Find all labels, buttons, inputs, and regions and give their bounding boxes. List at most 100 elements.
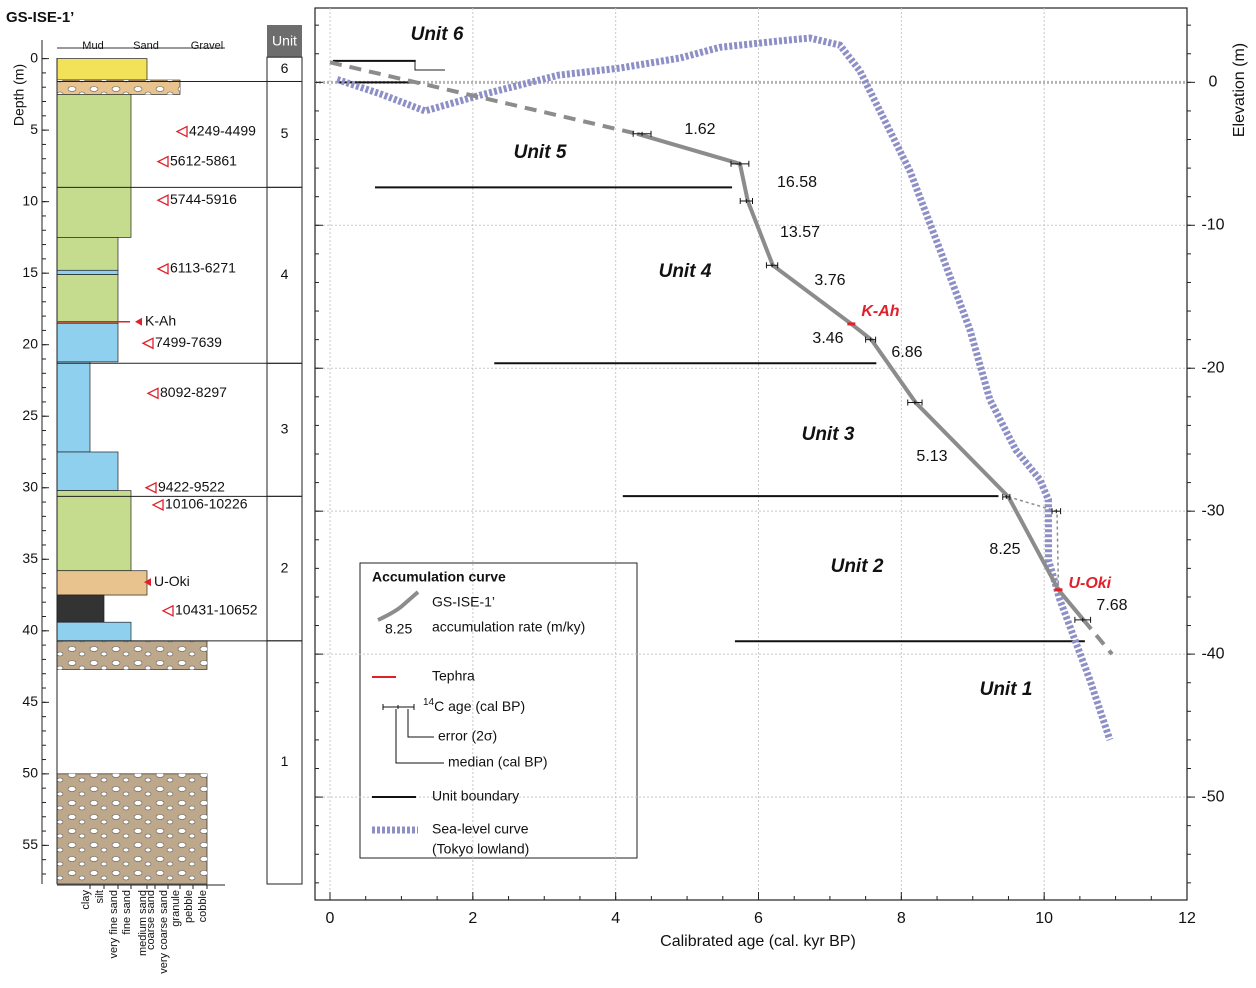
tephra-label: U-Oki — [1068, 575, 1111, 592]
unit-header: Unit — [272, 33, 297, 49]
lithology-layer — [56, 237, 119, 271]
unit-number: 3 — [281, 421, 289, 437]
grain-class-label: silt — [94, 890, 106, 903]
legend-title: Accumulation curve — [372, 569, 506, 585]
grain-class-label: fine sand — [121, 890, 133, 935]
rate-label: 1.62 — [684, 121, 715, 138]
grain-header: Sand — [133, 40, 159, 52]
legend-swatch — [377, 590, 420, 622]
sample-marker — [156, 155, 169, 168]
sample-marker — [156, 194, 169, 207]
legend-sample-rate: 8.25 — [385, 621, 412, 637]
c14-errorbar — [632, 130, 652, 137]
sample-label: 7499-7639 — [155, 334, 222, 350]
lithology-layer — [56, 594, 105, 623]
unit-number: 5 — [281, 125, 289, 141]
unit-label: Unit 1 — [980, 679, 1033, 700]
y-tick-label: -20 — [1201, 359, 1224, 376]
y-tick-label: -50 — [1201, 788, 1224, 805]
legend-label: GS-ISE-1’ — [432, 594, 495, 610]
unit-number: 2 — [281, 559, 289, 575]
c14-errorbar — [1051, 508, 1062, 515]
c14-errorbar — [739, 197, 753, 204]
unit-label: Unit 5 — [514, 142, 567, 163]
unit-label: Unit 6 — [411, 24, 464, 45]
legend-swatch — [382, 704, 444, 764]
tephra-marker — [144, 578, 151, 587]
sample-label: 10431-10652 — [175, 601, 258, 617]
log-tick-label: 20 — [22, 335, 38, 351]
log-y-label: Depth (m) — [11, 64, 27, 126]
lithology-layer — [56, 94, 132, 238]
c14-errorbar — [1074, 616, 1092, 623]
tephra-marker — [135, 317, 142, 326]
lithology-texture — [57, 773, 207, 884]
sample-marker — [146, 387, 159, 400]
x-tick-label: 12 — [1178, 910, 1196, 927]
sample-marker — [156, 262, 169, 275]
legend-label: accumulation rate (m/ky) — [432, 619, 585, 635]
rate-label: 13.57 — [780, 224, 820, 241]
sample-label: 5612-5861 — [170, 152, 237, 168]
log-title: GS-ISE-1’ — [6, 9, 74, 26]
rate-label: 5.13 — [916, 448, 947, 465]
rate-label: 16.58 — [777, 174, 817, 191]
grain-class-label: medium sand — [137, 890, 149, 956]
unit-number: 1 — [281, 753, 289, 769]
legend-label: Tephra — [432, 668, 475, 684]
accumulation-curve-dashed — [1081, 618, 1114, 656]
x-tick-label: 6 — [754, 910, 763, 927]
unit-number: 6 — [281, 60, 289, 76]
c14-errorbar — [1002, 493, 1011, 500]
y-tick-label: 0 — [1209, 74, 1218, 91]
y-tick-label: -30 — [1201, 502, 1224, 519]
lithology-layer — [56, 451, 119, 491]
legend-label: error (2σ) — [438, 728, 497, 744]
lithology-layer — [56, 322, 119, 363]
sample-label: 5744-5916 — [170, 191, 237, 207]
rate-label: 3.76 — [814, 272, 845, 289]
chart: Calibrated age (cal. kyr BP) Elevation (… — [314, 7, 1248, 950]
sample-marker — [151, 498, 164, 511]
unit-label: Unit 2 — [831, 556, 884, 577]
sample-label: 4249-4499 — [189, 122, 256, 138]
log-tick-label: 50 — [22, 765, 38, 781]
tephra-label: K-Ah — [145, 313, 176, 329]
c14-errorbar — [730, 160, 750, 167]
lithology-layer — [56, 570, 148, 596]
accumulation-curve — [636, 131, 1085, 622]
sample-marker — [141, 337, 154, 350]
c14-errorbar — [907, 399, 923, 406]
log-tick-label: 0 — [30, 49, 38, 65]
x-tick-label: 0 — [326, 910, 335, 927]
lithology-layer — [56, 490, 132, 572]
sample-label: 8092-8297 — [160, 384, 227, 400]
legend-sup: 14 — [423, 697, 435, 708]
tephra-label: K-Ah — [861, 303, 899, 320]
x-tick-label: 8 — [897, 910, 906, 927]
grain-class-label: coarse sand — [145, 890, 157, 950]
sea-level-curve — [336, 34, 1114, 742]
log-tick-label: 25 — [22, 407, 38, 423]
x-tick-label: 10 — [1035, 910, 1053, 927]
log-tick-label: 55 — [22, 836, 38, 852]
rate-label: 8.25 — [989, 541, 1020, 558]
sample-label: 9422-9522 — [158, 478, 225, 494]
x-tick-label: 2 — [468, 910, 477, 927]
lithology-layer — [56, 58, 148, 81]
grain-class-label: cobble — [197, 890, 209, 922]
log-tick-label: 35 — [22, 550, 38, 566]
legend-box — [359, 562, 638, 859]
grain-class-label: very coarse sand — [158, 890, 170, 974]
legend-label: 14C age (cal BP) — [423, 697, 525, 714]
sample-label: 6113-6271 — [170, 260, 236, 276]
lithology-layer — [56, 269, 119, 275]
c14-errorbar — [865, 336, 877, 343]
grain-header: Gravel — [191, 40, 223, 52]
lithology-layer — [56, 621, 132, 642]
unit-label: Unit 3 — [802, 424, 855, 445]
lithology-layer — [56, 274, 119, 324]
y-tick-label: -10 — [1201, 217, 1224, 234]
x-axis-label: Calibrated age (cal. kyr BP) — [660, 933, 856, 950]
tephra-label: U-Oki — [154, 573, 190, 589]
